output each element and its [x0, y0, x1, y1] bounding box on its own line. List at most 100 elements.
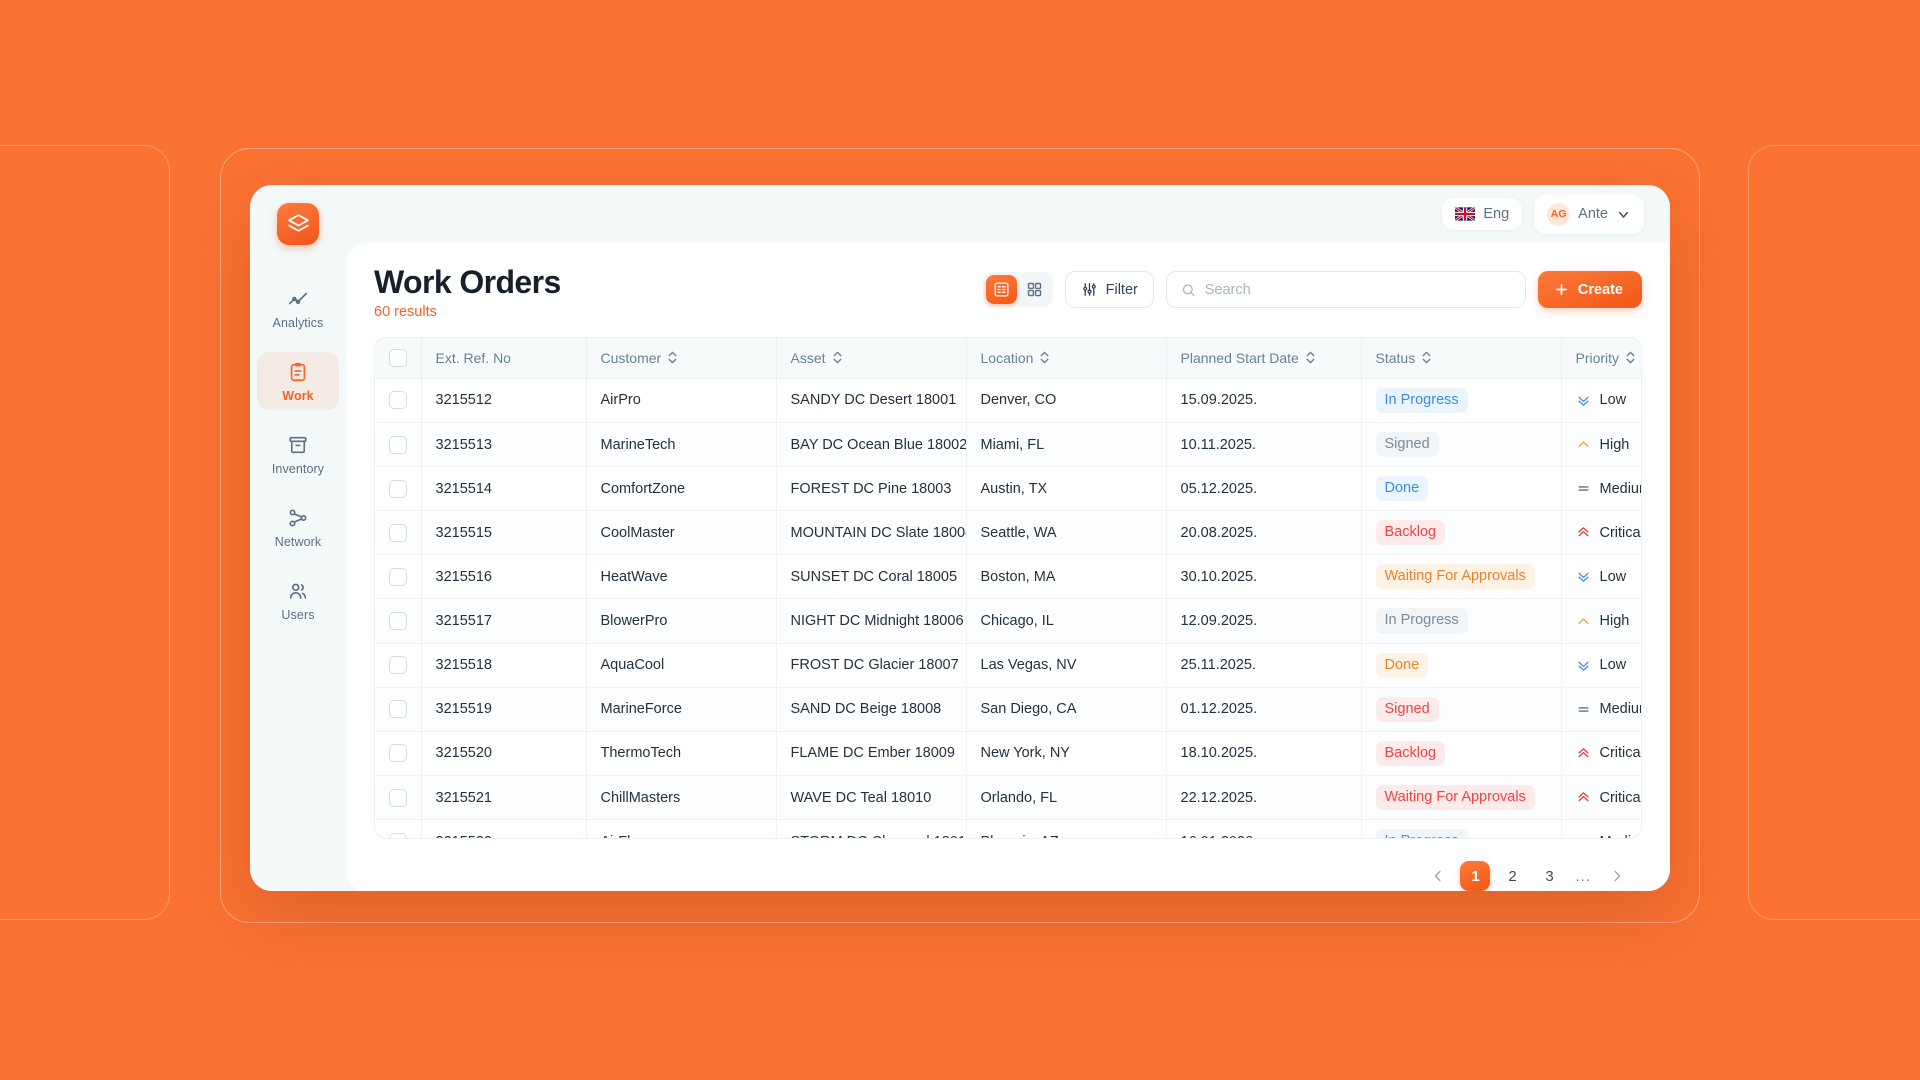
search-box[interactable]: [1165, 271, 1526, 308]
cell-asset: SANDY DC Desert 18001: [776, 378, 967, 423]
cell-status: In Progress: [1361, 819, 1562, 838]
filter-label: Filter: [1105, 281, 1138, 298]
list-view-icon: [994, 282, 1009, 297]
row-checkbox[interactable]: [389, 567, 407, 586]
pagination-page-2[interactable]: 2: [1508, 867, 1517, 885]
row-checkbox[interactable]: [389, 523, 407, 542]
select-all-checkbox[interactable]: [389, 348, 407, 367]
cell-planned-start-date: 01.12.2025.: [1166, 687, 1362, 732]
priority-indicator: High: [1576, 613, 1642, 629]
row-checkbox[interactable]: [389, 612, 407, 631]
pagination-prev[interactable]: [1423, 861, 1453, 891]
cell-status: Signed: [1361, 422, 1562, 468]
clipboard-icon: [287, 361, 309, 383]
row-select-cell: [375, 378, 422, 423]
sidebar-item-work[interactable]: Work: [257, 352, 339, 410]
users-group-icon: [287, 580, 309, 602]
select-all-header: [375, 337, 422, 379]
row-checkbox[interactable]: [389, 479, 407, 498]
cell-customer: AirFlow: [586, 819, 777, 838]
table-row[interactable]: 3215515 CoolMaster MOUNTAIN DC Slate 180…: [375, 510, 1641, 556]
search-input[interactable]: [1204, 281, 1511, 298]
priority-indicator: Medium: [1576, 834, 1642, 838]
page-title-block: Work Orders 60 results: [374, 264, 561, 320]
list-view-button[interactable]: [985, 275, 1017, 304]
status-badge: Signed: [1375, 431, 1439, 458]
cell-priority: Low: [1561, 378, 1641, 423]
column-label: Priority: [1575, 349, 1620, 366]
cell-priority: Critical: [1561, 775, 1641, 821]
cell-location: Austin, TX: [966, 466, 1167, 512]
cell-priority: Low: [1561, 554, 1641, 600]
table-row[interactable]: 3215513 MarineTech BAY DC Ocean Blue 180…: [375, 422, 1641, 468]
row-checkbox[interactable]: [389, 788, 407, 807]
table-body: 3215512 AirPro SANDY DC Desert 18001 Den…: [375, 378, 1642, 838]
table-header: Ext. Ref. No Customer: [375, 337, 1641, 379]
row-select-cell: [375, 510, 422, 556]
cell-customer: CoolMaster: [586, 510, 777, 556]
sidebar-item-network[interactable]: Network: [257, 498, 339, 556]
cell-ref: 3215520: [421, 731, 587, 776]
cell-asset: NIGHT DC Midnight 18006: [776, 598, 967, 644]
cell-ref: 3215522: [421, 819, 587, 838]
priority-indicator: Critical: [1576, 525, 1641, 541]
app-logo[interactable]: [277, 203, 319, 245]
column-header-priority[interactable]: Priority: [1561, 337, 1641, 379]
cell-customer: ComfortZone: [586, 466, 777, 512]
cell-location: Phoenix, AZ: [966, 819, 1167, 838]
table-row[interactable]: 3215522 AirFlow STORM DC Charcoal 18011 …: [375, 819, 1642, 838]
column-header-asset[interactable]: Asset: [776, 337, 967, 379]
cell-customer: HeatWave: [586, 554, 777, 600]
column-header-customer[interactable]: Customer: [586, 337, 777, 379]
table-row[interactable]: 3215512 AirPro SANDY DC Desert 18001 Den…: [375, 378, 1641, 423]
grid-view-button[interactable]: [1019, 275, 1050, 304]
row-checkbox[interactable]: [389, 700, 407, 719]
cell-ref: 3215521: [421, 775, 587, 821]
double-chevron-up-icon: [1577, 792, 1589, 802]
row-checkbox[interactable]: [389, 656, 407, 675]
row-checkbox[interactable]: [389, 435, 407, 454]
double-chevron-down-icon: [1577, 661, 1589, 671]
pagination-page-1[interactable]: 1: [1460, 861, 1491, 891]
create-button[interactable]: Create: [1537, 271, 1642, 308]
cell-customer: ThermoTech: [586, 731, 777, 776]
cell-priority: Critical: [1561, 731, 1641, 776]
filter-button[interactable]: Filter: [1064, 271, 1154, 308]
row-checkbox[interactable]: [389, 832, 407, 838]
user-menu[interactable]: AG Ante: [1534, 194, 1644, 234]
table-row[interactable]: 3215516 HeatWave SUNSET DC Coral 18005 B…: [375, 554, 1641, 600]
row-checkbox[interactable]: [389, 744, 407, 763]
language-selector[interactable]: Eng: [1442, 198, 1523, 230]
cell-status: In Progress: [1361, 378, 1562, 423]
pagination-page-3[interactable]: 3: [1545, 867, 1554, 885]
cell-customer: AirPro: [586, 378, 777, 423]
cell-location: New York, NY: [966, 731, 1167, 776]
table-row[interactable]: 3215521 ChillMasters WAVE DC Teal 18010 …: [375, 775, 1641, 821]
row-checkbox[interactable]: [389, 391, 407, 410]
chevron-down-icon: [1619, 211, 1628, 218]
sidebar-item-users[interactable]: Users: [257, 571, 339, 629]
table-row[interactable]: 3215519 MarineForce SAND DC Beige 18008 …: [375, 687, 1641, 732]
cell-asset: SUNSET DC Coral 18005: [776, 554, 967, 600]
cell-asset: SAND DC Beige 18008: [776, 687, 967, 732]
user-name: Ante: [1578, 206, 1608, 222]
column-header-location[interactable]: Location: [966, 337, 1167, 379]
status-badge: In Progress: [1375, 608, 1468, 634]
cell-location: Seattle, WA: [966, 510, 1167, 556]
cell-asset: STORM DC Charcoal 18011: [776, 819, 967, 838]
cell-status: Done: [1361, 466, 1562, 512]
sidebar-item-analytics[interactable]: Analytics: [257, 279, 339, 337]
column-header-status[interactable]: Status: [1361, 337, 1562, 379]
cell-planned-start-date: 05.12.2025.: [1166, 466, 1362, 512]
priority-label: Low: [1599, 657, 1627, 674]
cell-status: Backlog: [1361, 731, 1562, 776]
table-row[interactable]: 3215520 ThermoTech FLAME DC Ember 18009 …: [375, 731, 1641, 776]
cell-status: Waiting For Approvals: [1361, 775, 1562, 821]
table-row[interactable]: 3215514 ComfortZone FOREST DC Pine 18003…: [375, 466, 1641, 512]
column-header-planned-start-date[interactable]: Planned Start Date: [1166, 337, 1362, 379]
sidebar-item-inventory[interactable]: Inventory: [257, 425, 339, 483]
table-row[interactable]: 3215517 BlowerPro NIGHT DC Midnight 1800…: [375, 598, 1642, 644]
table-row[interactable]: 3215518 AquaCool FROST DC Glacier 18007 …: [375, 643, 1641, 688]
pagination-next[interactable]: [1602, 861, 1632, 891]
row-select-cell: [375, 466, 422, 512]
